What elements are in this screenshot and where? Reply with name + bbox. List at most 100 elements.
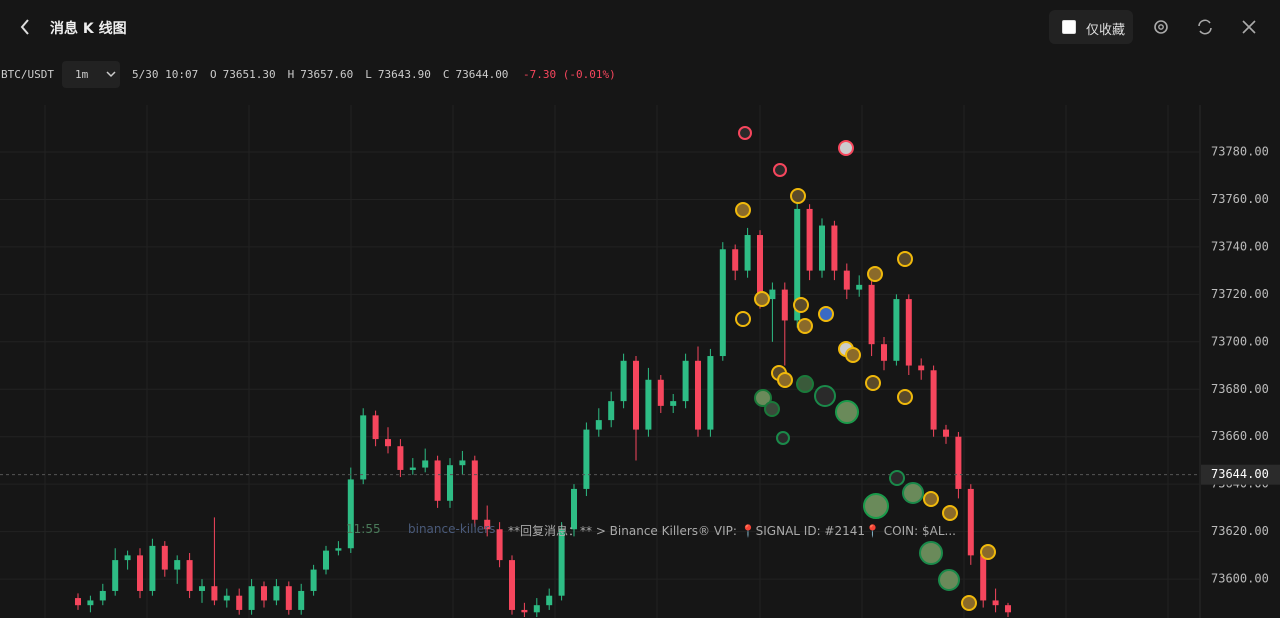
candle-body	[980, 555, 987, 601]
y-tick-label: 73660.00	[1211, 429, 1269, 443]
candle-body	[893, 299, 900, 361]
candle-body	[87, 600, 94, 606]
candle-body	[657, 379, 664, 406]
candle-body	[682, 360, 689, 402]
y-tick-label: 73780.00	[1211, 144, 1269, 158]
last-price-label: 73644.00	[1211, 467, 1269, 481]
candle-body	[422, 460, 429, 468]
ohlc-key: H	[287, 68, 295, 81]
candle-body	[174, 560, 181, 570]
plot	[0, 151, 1200, 618]
candle-body	[186, 560, 193, 591]
change: -7.30 (-0.01%)	[523, 68, 616, 81]
candle-body	[608, 401, 615, 421]
candle-body	[372, 415, 379, 440]
refresh-button[interactable]	[1195, 17, 1215, 37]
tooltip-time: 11:55	[346, 522, 381, 536]
candle-body	[112, 560, 119, 591]
candle-body	[757, 235, 763, 300]
ohlc-value: 73644.00	[455, 68, 509, 81]
y-tick-label: 73740.00	[1211, 239, 1269, 253]
candle-body	[732, 249, 739, 271]
candle-body	[881, 344, 887, 361]
tooltip-text: **回复消息：** > Binance Killers® VIP: 📍SIGNA…	[508, 524, 956, 538]
candle-body	[546, 595, 553, 606]
candle-body	[496, 529, 503, 561]
candle-body	[571, 488, 577, 530]
candle-body	[781, 289, 788, 321]
candle-body	[199, 586, 205, 591]
last-price-box	[1201, 464, 1280, 485]
checkbox[interactable]	[1062, 20, 1076, 34]
candle-body	[595, 420, 602, 430]
y-tick-label: 73760.00	[1211, 192, 1269, 206]
news-markers	[735, 126, 996, 611]
y-tick-label: 73720.00	[1211, 287, 1269, 301]
candle-body	[1005, 605, 1011, 613]
candle-body	[918, 365, 925, 371]
news-tooltip: 11:55 binance-killers **回复消息：** > Binanc…	[318, 518, 956, 542]
candle-body	[744, 235, 751, 271]
favorites-label: 仅收藏	[1086, 23, 1126, 38]
candle-body	[819, 225, 825, 271]
candle-body	[323, 550, 329, 570]
candle-body	[223, 595, 230, 601]
ohlc-key: L	[365, 68, 372, 81]
candle-body	[843, 270, 850, 290]
y-tick-label: 73700.00	[1211, 334, 1269, 348]
header: 消息 K 线图 仅收藏	[0, 0, 1280, 56]
ohlc-value: 73657.60	[300, 68, 354, 81]
y-tick-label: 73680.00	[1211, 382, 1269, 396]
candle-body	[558, 529, 565, 596]
candle-body	[273, 586, 280, 601]
candle-body	[856, 284, 863, 290]
candle-body	[620, 360, 627, 402]
interval: 1m	[75, 68, 89, 81]
candle-body	[967, 488, 974, 556]
vertical-grid	[44, 105, 1169, 618]
ohlc: O 73651.30 H 73657.60 L 73643.90 C 73644.00	[210, 68, 520, 81]
candle-body	[298, 590, 305, 610]
candle-body	[645, 379, 652, 430]
y-tick-label: 73600.00	[1211, 572, 1269, 586]
candle-body	[124, 555, 131, 561]
ohlc-value: 73651.30	[222, 68, 276, 81]
ohlc-key: C	[442, 68, 450, 81]
candle-body	[285, 586, 292, 610]
candle-body	[75, 598, 81, 606]
candle-body	[521, 609, 528, 613]
close-button[interactable]	[1239, 17, 1259, 37]
favorites-toggle[interactable]: 仅收藏	[1049, 10, 1133, 44]
candle-body	[670, 401, 677, 406]
settings-button[interactable]	[1151, 17, 1171, 37]
interval-select[interactable]: 1m	[62, 61, 120, 88]
candle-body	[905, 299, 912, 366]
candle-body	[484, 519, 491, 530]
candle-body	[385, 439, 391, 447]
candle-body	[360, 415, 367, 480]
candle-body	[261, 586, 267, 601]
candle-body	[161, 545, 168, 570]
candle-body	[397, 446, 404, 470]
candle-body	[409, 467, 416, 470]
tooltip-source: binance-killers	[408, 522, 496, 536]
candle-body	[347, 479, 354, 549]
time: 5/30 10:07	[132, 68, 199, 81]
toolbar: BTC/USDT 1m 5/30 10:07 O 73651.30 H 73657.6…	[0, 60, 1280, 90]
candle-body	[310, 569, 317, 591]
symbol: BTC/USDT	[1, 68, 54, 81]
back-button[interactable]	[16, 17, 36, 37]
candle-body	[992, 600, 999, 606]
candle-body	[533, 605, 540, 613]
candle-body	[447, 465, 453, 501]
candle-body	[794, 208, 801, 321]
candle-body	[335, 548, 342, 551]
candle-body	[471, 460, 478, 520]
candle-body	[806, 208, 813, 271]
candle-body	[149, 545, 156, 591]
candle-body	[633, 360, 639, 430]
candle-body	[583, 429, 590, 489]
candle-body	[943, 429, 949, 437]
